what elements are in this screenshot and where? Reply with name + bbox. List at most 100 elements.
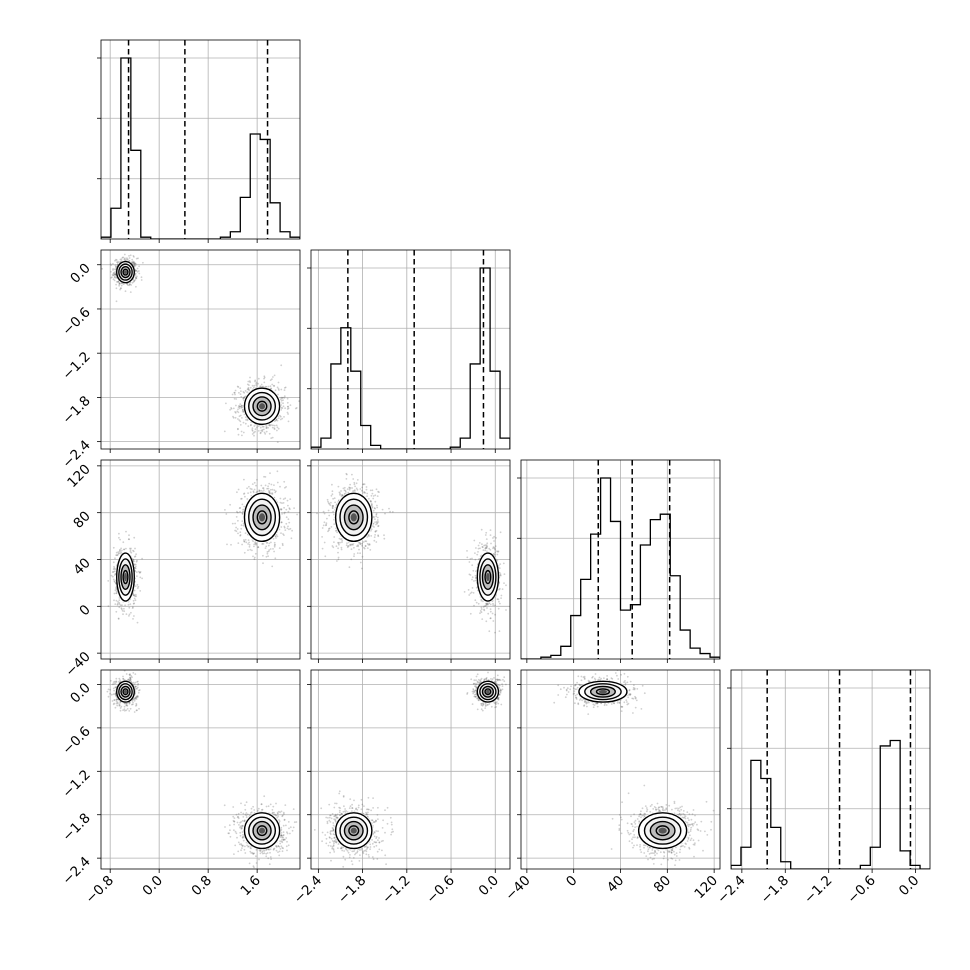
sample-point — [126, 283, 128, 285]
sample-point — [136, 587, 139, 589]
sample-point — [474, 558, 477, 561]
sample-point — [230, 407, 233, 410]
sample-point — [117, 281, 119, 283]
sample-point — [361, 542, 363, 545]
sample-point — [280, 396, 283, 399]
sample-point — [263, 849, 266, 852]
sample-point — [126, 258, 128, 261]
sample-point — [106, 690, 109, 693]
sample-point — [337, 551, 339, 554]
sample-point — [130, 284, 133, 286]
sample-point — [225, 402, 227, 405]
sample-point — [133, 697, 136, 700]
sample-point — [377, 490, 379, 493]
sample-point — [129, 549, 132, 551]
sample-point — [294, 407, 297, 410]
sample-point — [243, 391, 246, 394]
sample-point — [337, 558, 340, 561]
sample-point — [118, 680, 120, 683]
sample-point — [257, 546, 260, 549]
contour-line — [484, 569, 492, 585]
sample-point — [127, 258, 129, 261]
sample-point — [111, 700, 114, 702]
sample-point — [485, 602, 488, 605]
sample-point — [265, 555, 268, 558]
sample-point — [240, 390, 242, 392]
sample-point — [135, 553, 138, 556]
sample-point — [115, 586, 118, 589]
sample-point — [276, 441, 279, 443]
sample-point — [468, 573, 471, 576]
sample-point — [127, 603, 130, 606]
contour-line — [122, 268, 129, 276]
sample-point — [288, 508, 291, 511]
sample-point — [496, 550, 498, 553]
sample-point — [372, 497, 375, 500]
sample-point — [251, 549, 253, 552]
sample-point — [132, 262, 135, 265]
sample-point — [370, 502, 373, 505]
sample-point — [477, 547, 480, 550]
sample-point — [134, 274, 137, 276]
sample-point — [134, 262, 136, 265]
sample-point — [259, 426, 262, 429]
contour-line — [118, 558, 133, 596]
sample-point — [474, 577, 477, 579]
sample-point — [137, 680, 139, 683]
sample-point — [324, 555, 327, 558]
sample-point — [331, 505, 334, 507]
sample-point — [287, 420, 290, 423]
sample-point — [252, 555, 254, 558]
sample-point — [481, 543, 483, 546]
scatter-panel-1-0: −2.4−1.8−1.2−0.60.0 — [59, 249, 301, 472]
sample-point — [271, 383, 274, 386]
sample-point — [280, 406, 283, 409]
sample-point — [280, 399, 283, 402]
sample-point — [492, 546, 495, 548]
sample-point — [132, 549, 134, 552]
sample-point — [232, 407, 235, 410]
sample-point — [118, 703, 121, 706]
sample-point — [276, 429, 278, 432]
sample-point — [128, 257, 131, 259]
sample-point — [244, 390, 247, 392]
sample-point — [230, 407, 233, 409]
sample-point — [116, 554, 119, 556]
sample-point — [114, 568, 117, 571]
sample-point — [391, 511, 394, 513]
sample-point — [134, 599, 137, 602]
sample-point — [316, 512, 318, 515]
sample-point — [281, 502, 283, 504]
sample-point — [486, 603, 488, 606]
sample-point — [123, 283, 125, 285]
sample-point — [331, 493, 334, 496]
sample-point — [114, 692, 117, 695]
sample-point — [287, 504, 289, 507]
sample-point — [259, 432, 262, 435]
sample-point — [136, 696, 139, 698]
sample-point — [112, 272, 115, 275]
sample-point — [268, 490, 270, 492]
histogram-0 — [101, 57, 300, 239]
sample-point — [264, 476, 267, 478]
sample-point — [233, 391, 236, 394]
sample-point — [505, 584, 507, 587]
contour-line — [252, 504, 272, 531]
sample-point — [120, 705, 123, 708]
sample-point — [498, 600, 500, 603]
sample-point — [237, 428, 239, 431]
sample-point — [282, 396, 284, 399]
sample-point — [134, 593, 137, 596]
sample-point — [236, 510, 238, 513]
sample-point — [122, 678, 125, 680]
sample-point — [131, 676, 133, 679]
sample-point — [112, 269, 114, 271]
sample-point — [275, 534, 278, 536]
sample-point — [135, 257, 138, 260]
sample-point — [130, 261, 133, 264]
sample-point — [116, 263, 119, 266]
sample-point — [323, 512, 326, 515]
sample-point — [337, 541, 339, 544]
sample-point — [110, 270, 112, 273]
sample-point — [112, 578, 115, 581]
